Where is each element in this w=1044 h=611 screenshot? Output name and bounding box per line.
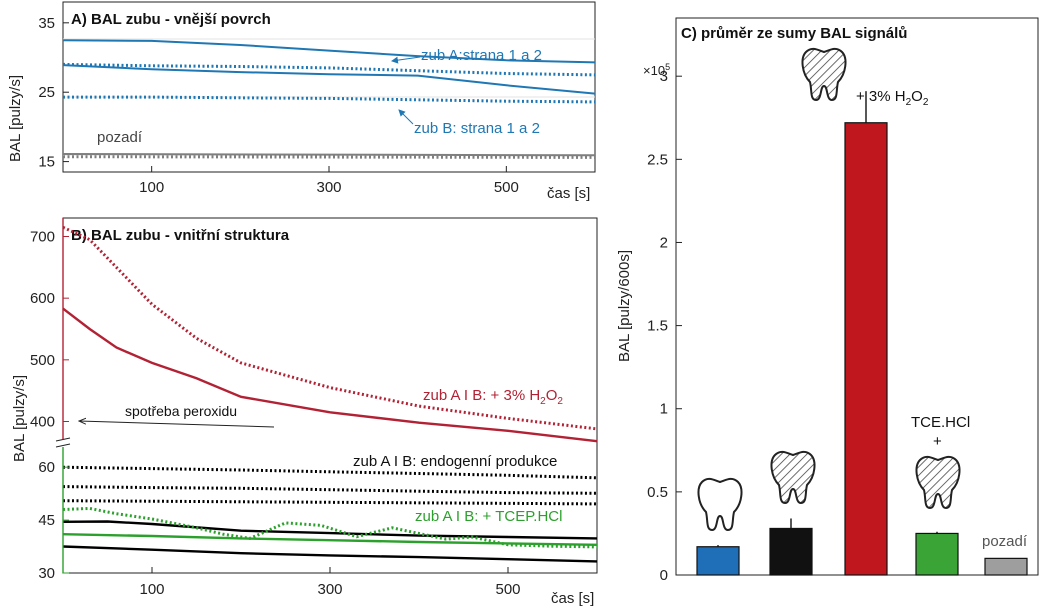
panel-c-ytick-label: 1 [660,401,668,418]
panel-b: B) BAL zubu - vnitřní struktura zub A I … [11,217,598,607]
panel-b-xtick-label: 500 [495,581,520,598]
panel-b-ytick-label: 700 [30,229,55,246]
panel-b-label-spotreba: spotřeba peroxidu [125,403,237,419]
panel-c-label-h2o2: + 3% H2O2 [856,88,929,108]
panel-c-title: C) průměr ze sumy BAL signálů [681,25,907,42]
panel-c-ylabel: BAL [pulzy/600s] [616,250,633,362]
panel-b-axis-break [55,437,71,448]
panel-b-frame [62,217,598,574]
panel-b-series-line [62,545,598,563]
panel-c-bars [696,91,1028,576]
panel-c-multiplier: ×105 [643,62,670,78]
panel-c-ytick-label: 0.5 [647,484,668,501]
panel-a-series-line [62,153,596,157]
panel-b-series-line [62,465,598,480]
panel-b-ytick-label: 60 [38,459,55,476]
panel-b-ytick-label: 500 [30,352,55,369]
bar [769,527,813,576]
panel-b-label-peroxid: zub A I B: + 3% H2O2 [423,387,563,407]
panel-a-xtick-label: 100 [139,179,164,196]
panel-b-xtick-label: 300 [317,581,342,598]
panel-a-frame [62,1,596,173]
panel-b-title: B) BAL zubu - vnitřní struktura [71,227,290,244]
bar [844,122,888,576]
panel-a-xtick-label: 500 [494,179,519,196]
panel-a-series-line [62,39,596,64]
panel-a: A) BAL zubu - vnější povrch zub A:strana… [7,1,596,202]
panel-c-label-pozadi: pozadí [982,533,1028,550]
panel-b-ticks: 400 500 600 700 30 45 60 100 300 500 [30,229,521,599]
panel-a-series [62,39,596,159]
panel-b-ytick-label: 400 [30,414,55,431]
panel-c-ytick-label: 3 [660,68,668,85]
panel-a-series-line [62,155,596,159]
tooth-icon [697,477,743,532]
panel-b-label-endogenni: zub A I B: endogenní produkce [353,453,557,470]
panel-a-series-line [62,62,596,77]
panel-b-label-tcep: zub A I B: + TCEP.HCl [415,508,562,525]
tooth-icon-hatched [770,450,816,505]
panel-b-xtick-label: 100 [139,581,164,598]
panel-b-series-line [62,520,598,540]
bar [915,532,959,576]
panel-c-ticks: 0 0.5 1 1.5 2 2.5 3 [647,68,682,584]
panel-b-ytick-label: 45 [38,512,55,529]
panel-b-series-line [62,485,598,495]
panel-a-title: A) BAL zubu - vnější povrch [71,11,271,28]
panel-a-series-line [62,64,596,95]
panel-a-ylabel: BAL [pulzy/s] [7,75,24,162]
tooth-icon-hatched [915,455,961,510]
panel-b-xlabel: čas [s] [551,590,594,607]
panel-b-ytick-label: 30 [38,565,55,582]
panel-c-ytick-label: 2 [660,234,668,251]
panel-a-arrow-zub-b [398,109,414,125]
panel-a-xlabel: čas [s] [547,185,590,202]
panel-a-ticks: 15 25 35 100 300 500 [38,15,519,196]
panel-a-ytick-label: 35 [38,15,55,32]
panel-a-ytick-label: 15 [38,154,55,171]
panel-b-ytick-label: 600 [30,290,55,307]
panel-c: C) průměr ze sumy BAL signálů ×105 0 0.5 1… [616,17,1039,584]
panel-b-ylabel: BAL [pulzy/s] [11,375,28,462]
panel-b-series [62,225,598,563]
panel-a-xtick-label: 300 [316,179,341,196]
bar [984,557,1028,576]
panel-b-arrow-spotreba [79,421,275,428]
panel-a-label-zub-b: zub B: strana 1 a 2 [414,120,540,137]
panel-a-ytick-label: 25 [38,84,55,101]
panel-c-ytick-label: 0 [660,567,668,584]
tooth-icon-hatched [801,47,847,102]
panel-c-label-plus: + [933,433,942,450]
panel-a-series-line [63,95,596,104]
panel-a-label-pozadi: pozadí [97,129,143,146]
panel-a-label-zub-a: zub A:strana 1 a 2 [421,47,542,64]
panel-c-label-tcehcl: TCE.HCl [911,414,970,431]
panel-b-series-line [62,499,598,506]
panel-c-ytick-label: 1.5 [647,318,668,335]
panel-b-series-line [62,533,598,546]
panel-b-series-line [62,506,598,549]
panel-a-arrow-zub-a [391,56,421,64]
panel-c-ytick-label: 2.5 [647,151,668,168]
panel-b-series-line [62,307,598,443]
bar [696,546,740,576]
